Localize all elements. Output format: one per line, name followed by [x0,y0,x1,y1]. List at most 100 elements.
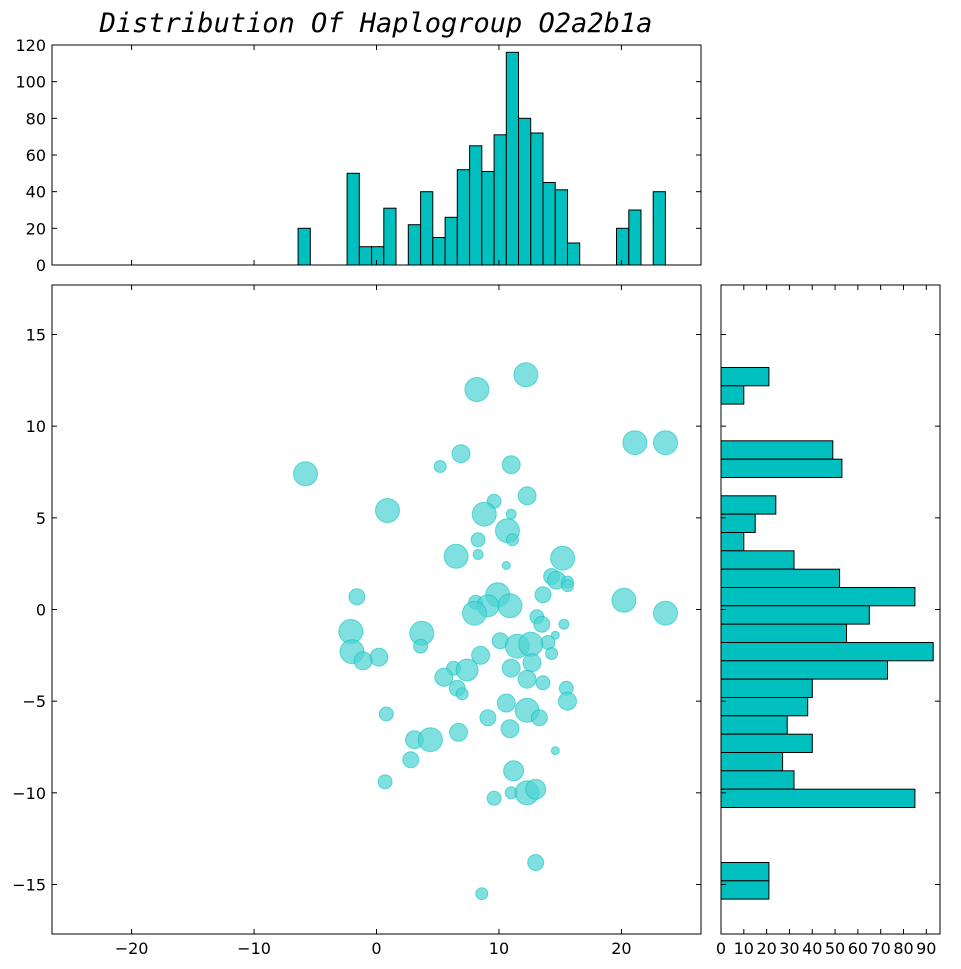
histogram-bar [720,385,745,405]
scatter-frame [51,284,702,935]
y-tick-label: 0 [36,601,46,620]
x-tick-label: 20 [756,939,776,958]
histogram-bar [720,440,834,460]
histogram-bar [720,623,847,644]
scatter-point [558,691,577,711]
y-tick-label: −15 [12,876,46,895]
right-histogram: 0 10 20 30 40 50 60 70 80 90 [716,284,941,958]
scatter-point [622,430,648,456]
scatter-point [501,561,511,570]
histogram-bar [518,117,532,266]
scatter-point [505,508,517,520]
histogram-bar [567,242,581,266]
histogram-bar [720,605,870,625]
scatter-point [522,653,542,673]
histogram-bar [720,715,788,735]
scatter-point [462,600,487,626]
histogram-bar [720,532,745,552]
scatter-point [377,774,393,790]
scatter-point [375,498,400,523]
histogram-bar [469,145,483,266]
histogram-bar [720,495,777,515]
y-tick-label: 20 [26,219,46,238]
scatter-point [443,543,469,569]
histogram-bar [554,189,568,266]
scatter-point [471,501,497,527]
histogram-bar [542,182,556,266]
scatter-point [417,727,443,753]
scatter-point [293,461,318,487]
scatter-point [496,693,516,713]
scatter-point [501,658,521,678]
y-tick-label: 0 [36,256,46,275]
histogram-bar [720,587,916,607]
histogram-bar [444,216,458,266]
scatter-point [611,587,637,613]
scatter-point [517,486,537,506]
y-tick-label: 100 [15,73,46,92]
x-tick-label: 40 [802,939,822,958]
scatter-point [455,687,469,701]
histogram-bar [420,191,434,266]
histogram-bar [720,642,934,662]
histogram-bar [383,207,397,266]
histogram-bar [720,550,795,570]
scatter-point [561,579,574,593]
x-tick-label: 0 [371,939,381,958]
histogram-bar [652,191,666,266]
histogram-bar [505,51,519,266]
y-tick-label: 60 [26,146,46,165]
y-tick-label: 80 [26,109,46,128]
scatter-plot: −20 −10 0 10 20 −15 −10 −5 0 5 10 15 [12,284,702,958]
scatter-point [501,455,521,475]
scatter-point [525,778,547,800]
y-tick-label: −10 [12,784,46,803]
scatter-point [503,760,525,782]
scatter-point [653,430,678,456]
scatter-plot-area [52,285,701,934]
scatter-point [413,638,429,654]
histogram-bar [720,660,888,680]
histogram-bar [720,367,770,387]
histogram-bar [371,246,385,266]
scatter-point [353,651,373,671]
scatter-point [348,588,366,606]
scatter-point [558,618,570,630]
scatter-point [451,444,471,464]
x-tick-label: 20 [611,939,631,958]
scatter-point [475,887,489,901]
y-tick-label: 5 [36,509,46,528]
x-tick-label: 10 [734,939,754,958]
x-tick-label: 70 [871,939,891,958]
histogram-bar [720,697,809,717]
histogram-bar [720,862,770,882]
scatter-point [471,645,491,665]
histogram-bar [720,568,841,589]
x-tick-label: 30 [779,939,799,958]
histogram-bar [720,752,784,772]
histogram-bar [456,169,470,266]
scatter-point [505,533,519,547]
scatter-point [455,658,479,682]
histogram-bar [720,458,843,479]
scatter-point [470,532,486,548]
y-tick-label: 15 [26,326,46,345]
y-tick-label: 120 [15,36,46,55]
scatter-point [530,709,548,727]
scatter-point [378,706,394,722]
scatter-point [533,615,551,633]
scatter-point [434,667,454,687]
x-tick-label: 60 [848,939,868,958]
histogram-bar [720,733,813,754]
top-histogram: 0 20 40 60 80 100 120 [15,36,702,275]
scatter-point [534,586,552,604]
x-tick-label: 0 [716,939,726,958]
scatter-point [369,647,389,667]
scatter-point [527,854,545,871]
histogram-bar [297,227,311,266]
y-tick-label: 10 [26,417,46,436]
chart-title: Distribution Of Haplogroup O2a2b1a [99,8,653,39]
scatter-point [472,549,484,560]
scatter-point [486,790,502,806]
scatter-point [518,631,544,657]
